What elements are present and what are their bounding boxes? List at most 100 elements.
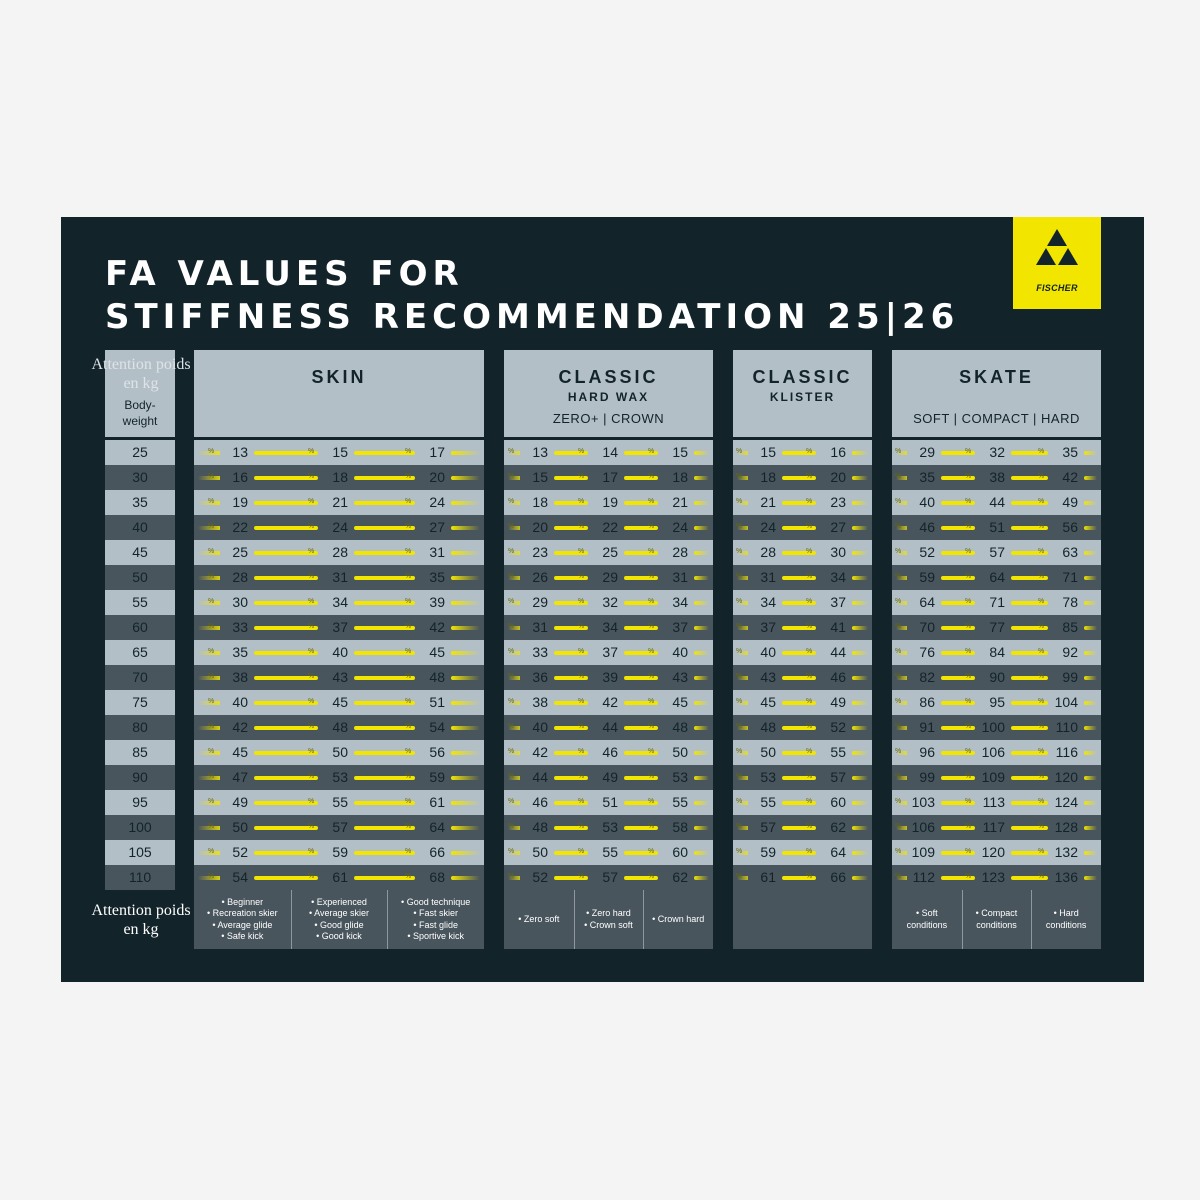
fa-value: 52: [818, 715, 846, 740]
fa-value: 100: [977, 715, 1005, 740]
fa-value: 28: [220, 565, 248, 590]
fa-value: 30: [220, 590, 248, 615]
fa-value: 66: [417, 840, 445, 865]
stiffness-bar: [354, 701, 415, 705]
marker-icon: %: [965, 873, 972, 880]
fa-value: 23: [818, 490, 846, 515]
stiffness-bar: [554, 726, 588, 730]
marker-icon: %: [965, 698, 972, 705]
marker-icon: %: [405, 623, 412, 630]
stiffness-bar: [554, 651, 588, 655]
marker-icon: %: [308, 548, 315, 555]
table-row: 31% 34% 37%: [504, 615, 713, 640]
section-header-classic-hardwax: CLASSIC HARD WAX ZERO+ | CROWN: [504, 350, 713, 437]
marker-icon: %: [895, 773, 902, 780]
fa-value: 40: [320, 640, 348, 665]
fa-value: 48: [660, 715, 688, 740]
marker-icon: %: [806, 523, 813, 530]
bar-fade-right: [451, 501, 480, 505]
fa-value: 54: [417, 715, 445, 740]
stiffness-bar: [554, 776, 588, 780]
marker-icon: %: [578, 798, 585, 805]
fa-value: 29: [907, 440, 935, 465]
marker-icon: %: [648, 798, 655, 805]
fa-value: 24: [417, 490, 445, 515]
stiffness-bar: [254, 776, 318, 780]
marker-icon: %: [806, 798, 813, 805]
marker-icon: %: [965, 498, 972, 505]
bar-fade-left: [896, 551, 911, 555]
table-row: 50% 55%: [733, 740, 872, 765]
stiffness-bar: [624, 751, 658, 755]
fa-value: 33: [220, 615, 248, 640]
marker-icon: %: [965, 773, 972, 780]
footer-note-text: • Good technique • Fast skier • Fast glide…: [401, 897, 470, 943]
fa-value: 43: [660, 665, 688, 690]
marker-icon: %: [1038, 648, 1045, 655]
marker-icon: %: [508, 498, 515, 505]
bar-fade-right: [852, 876, 868, 880]
fa-value: 59: [320, 840, 348, 865]
stiffness-bar: [354, 651, 415, 655]
fa-value: 109: [977, 765, 1005, 790]
bar-fade-left: [198, 551, 224, 555]
table-row: 34% 37%: [733, 590, 872, 615]
fa-value: 53: [320, 765, 348, 790]
bar-fade-left: [508, 476, 524, 480]
table-row: 16% 18% 20%: [194, 465, 484, 490]
bar-fade-left: [198, 801, 224, 805]
bar-fade-left: [198, 876, 224, 880]
footer-divider: [290, 890, 292, 949]
footer-line: • Compact: [975, 908, 1018, 918]
fa-value: 55: [818, 740, 846, 765]
table-row: 46% 51% 56%: [892, 515, 1101, 540]
table-row: 99% 109% 120%: [892, 765, 1101, 790]
fa-value: 16: [220, 465, 248, 490]
stiffness-bar: [1011, 551, 1048, 555]
bar-fade-right: [451, 651, 480, 655]
marker-icon: %: [806, 598, 813, 605]
marker-icon: %: [208, 623, 215, 630]
fa-value: 31: [748, 565, 776, 590]
marker-icon: %: [1038, 623, 1045, 630]
fa-value: 28: [660, 540, 688, 565]
stiffness-bar: [354, 851, 415, 855]
table-row: 53% 57%: [733, 765, 872, 790]
fa-value: 18: [320, 465, 348, 490]
stiffness-bar: [941, 826, 975, 830]
bar-fade-right: [852, 776, 868, 780]
fa-value: 112: [907, 865, 935, 890]
fa-value: 68: [417, 865, 445, 890]
fa-value: 106: [977, 740, 1005, 765]
marker-icon: %: [578, 673, 585, 680]
fa-value: 15: [660, 440, 688, 465]
fa-value: 38: [520, 690, 548, 715]
section-footer-classic-klister: [733, 890, 872, 949]
fa-value: 46: [907, 515, 935, 540]
bar-fade-right: [852, 501, 868, 505]
fa-value: 49: [220, 790, 248, 815]
fa-value: 59: [417, 765, 445, 790]
fa-value: 21: [320, 490, 348, 515]
bar-fade-right: [1084, 826, 1097, 830]
fa-value: 113: [977, 790, 1005, 815]
marker-icon: %: [895, 698, 902, 705]
section-subtitle: KLISTER: [769, 390, 836, 404]
footer-line: conditions: [906, 919, 948, 930]
footer-note: • Hard conditions: [1031, 890, 1101, 949]
marker-icon: %: [895, 473, 902, 480]
marker-icon: %: [208, 798, 215, 805]
fa-value: 84: [977, 640, 1005, 665]
bar-fade-left: [198, 526, 224, 530]
attention-top: Attention poids en kg: [91, 356, 191, 392]
marker-icon: %: [308, 648, 315, 655]
bar-fade-left: [508, 676, 524, 680]
bar-fade-left: [198, 626, 224, 630]
stiffness-bar: [1011, 851, 1048, 855]
fa-value: 56: [1050, 515, 1078, 540]
bar-fade-left: [508, 701, 524, 705]
marker-icon: %: [895, 848, 902, 855]
fa-value: 57: [818, 765, 846, 790]
stiffness-bar: [254, 576, 318, 580]
table-row: 103% 113% 124%: [892, 790, 1101, 815]
